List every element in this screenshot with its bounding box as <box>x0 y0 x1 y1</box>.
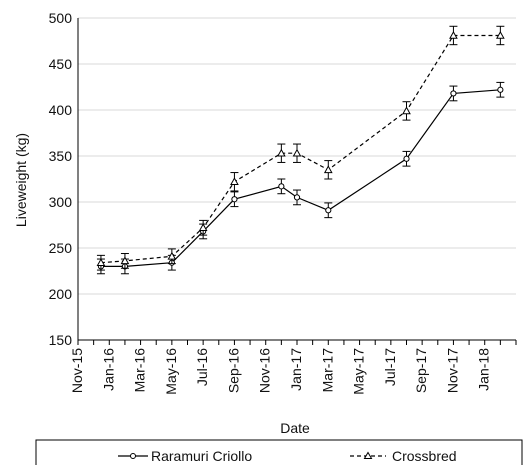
x-tick-label: May-17 <box>351 348 367 395</box>
series-line-crossbred <box>100 34 501 264</box>
legend-entry-raramuri-criollo: Raramuri Criollo <box>118 448 252 464</box>
x-tick-label: Nov-17 <box>444 348 460 393</box>
x-tick-label: Nov-15 <box>69 348 85 393</box>
legend-box <box>35 439 523 465</box>
legend-label-raramuri-criollo: Raramuri Criollo <box>151 448 252 464</box>
y-tick-label: 300 <box>49 194 73 210</box>
x-tick-label: Jul-17 <box>382 348 398 386</box>
data-point <box>292 148 302 157</box>
legend-marker-crossbred <box>363 451 373 459</box>
x-tick-label: Jan-17 <box>288 348 304 391</box>
x-tick-label: Jan-18 <box>476 348 492 391</box>
y-tick-label: 500 <box>49 10 73 26</box>
data-point <box>403 155 410 162</box>
axes <box>77 18 517 345</box>
data-point <box>120 256 130 265</box>
data-point <box>278 183 285 190</box>
data-point <box>323 165 333 174</box>
legend-entry-crossbred: Crossbred <box>350 448 457 464</box>
data-point <box>167 251 177 260</box>
y-axis-title: Liveweight (kg) <box>13 133 29 227</box>
y-tick-labels: 150 200 250 300 350 400 450 500 <box>49 10 73 348</box>
data-point <box>198 223 208 232</box>
data-point <box>277 148 286 157</box>
data-point <box>231 196 238 203</box>
data-point <box>293 194 301 201</box>
x-tick-label: Sep-17 <box>413 348 429 393</box>
data-point <box>325 207 332 214</box>
x-tick-label: Jan-16 <box>100 348 116 391</box>
data-point <box>497 86 504 93</box>
series-raramuri-criollo <box>96 81 505 275</box>
x-tick-label: Mar-17 <box>319 348 335 393</box>
x-axis-title: Date <box>280 420 310 436</box>
y-tick-label: 200 <box>49 286 73 302</box>
data-point <box>402 106 411 115</box>
x-tick-label: Mar-16 <box>132 348 148 393</box>
y-tick-label: 250 <box>49 240 73 256</box>
data-point <box>96 258 106 267</box>
x-tick-label: Nov-16 <box>257 348 273 393</box>
series-line-raramuri-criollo <box>100 89 501 267</box>
legend: Raramuri Criollo Crossbred <box>35 439 523 465</box>
legend-marker-raramuri-criollo <box>130 453 136 459</box>
data-point <box>450 90 457 97</box>
y-tick-label: 350 <box>49 148 73 164</box>
data-point <box>449 30 458 39</box>
x-tick-labels: Nov-15 Jan-16 Mar-16 May-16 Jul-16 Sep-16 Nov-… <box>69 348 492 395</box>
y-tick-label: 400 <box>49 102 73 118</box>
x-tick-label: Jul-16 <box>194 348 210 386</box>
y-tick-label: 450 <box>49 56 73 72</box>
legend-label-crossbred: Crossbred <box>392 448 457 464</box>
y-tick-label: 150 <box>49 332 73 348</box>
data-point <box>496 30 505 39</box>
x-tick-label: May-16 <box>163 348 179 395</box>
series-crossbred <box>96 25 505 271</box>
data-point <box>230 177 239 186</box>
series <box>96 25 505 275</box>
x-tick-label: Sep-16 <box>225 348 241 393</box>
